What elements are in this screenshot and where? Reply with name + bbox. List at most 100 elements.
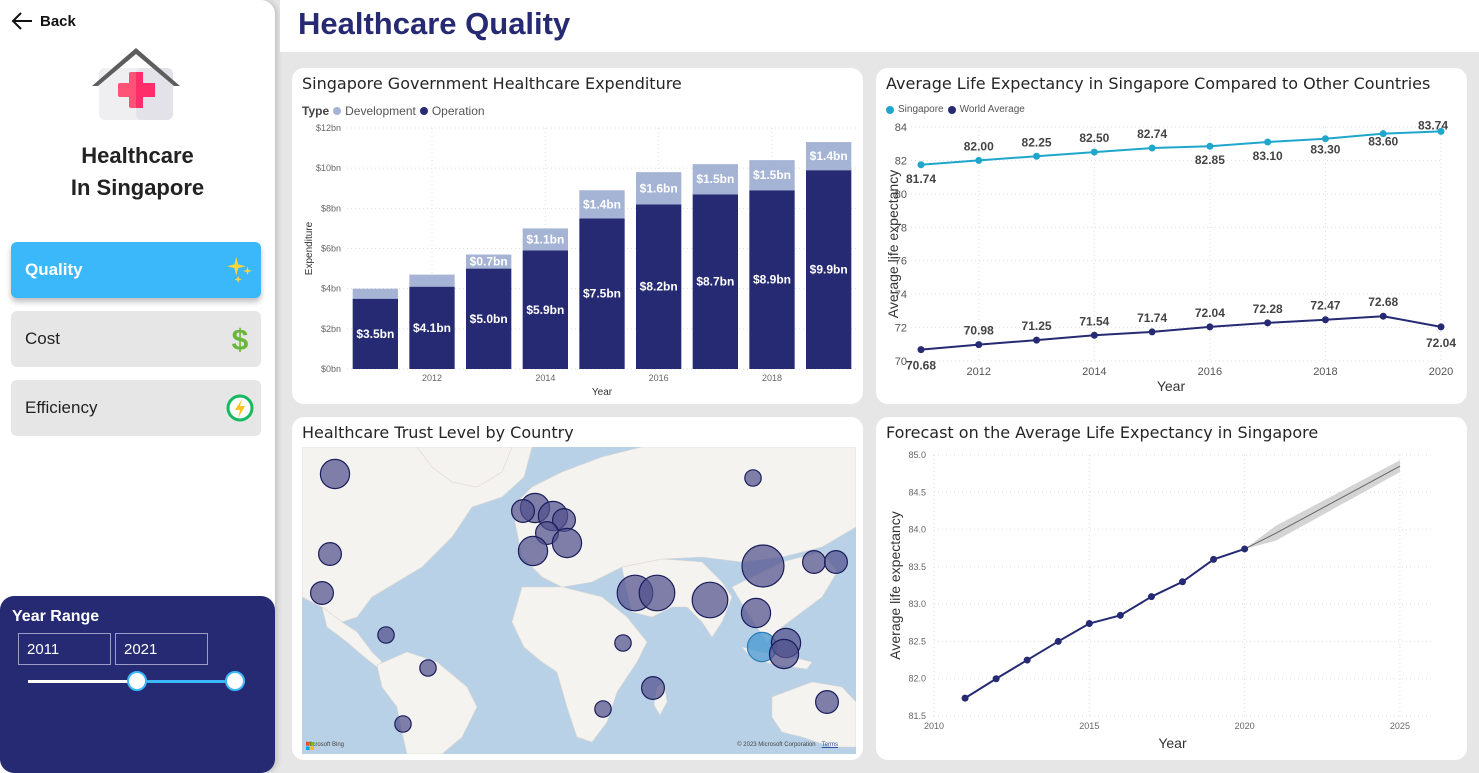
data-point [1054, 637, 1062, 645]
dollar-icon: $ [225, 324, 255, 355]
data-point [1379, 130, 1387, 138]
y-axis-title: Average life expectancy [887, 511, 903, 659]
nav-quality[interactable]: Quality [11, 242, 261, 298]
arrow-left-icon [11, 12, 32, 30]
data-point [1085, 620, 1093, 628]
forecast-line [1244, 465, 1401, 550]
bar-operation [466, 268, 512, 369]
y-tick-label: 84.5 [908, 487, 926, 497]
y-tick-label: 70 [895, 356, 907, 368]
actual-line [964, 548, 1245, 699]
forecast-card: Forecast on the Average Life Expectancy … [876, 417, 1467, 760]
legend-operation[interactable]: Operation [431, 104, 485, 118]
bubble-layer [310, 458, 848, 733]
data-label: 82.50 [1079, 131, 1109, 145]
land-africa [511, 586, 648, 743]
data-point [1148, 144, 1156, 152]
data-point [1090, 148, 1098, 156]
y-tick-label: 85.0 [908, 450, 926, 460]
legend-dot-singapore [886, 105, 894, 114]
x-tick-label: 2012 [422, 373, 442, 383]
x-tick-label: 2018 [762, 373, 782, 383]
data-point [917, 346, 925, 354]
x-axis-title: Year [592, 387, 613, 398]
bar-development [522, 228, 568, 251]
data-label: 72.28 [1253, 302, 1283, 316]
bar-label-operation: $5.0bn [470, 312, 508, 326]
data-point [1437, 323, 1445, 331]
data-point [1023, 656, 1031, 664]
data-point [975, 156, 983, 164]
bubble-brazil [419, 659, 437, 677]
bar-operation [806, 170, 852, 369]
data-point [975, 341, 983, 349]
x-tick-label: 2016 [1198, 366, 1222, 378]
bar-label-operation: $8.9bn [753, 273, 791, 287]
x-tick-label: 2020 [1235, 721, 1255, 731]
year-end-input[interactable]: 2021 [115, 633, 208, 665]
bar-development [579, 190, 625, 219]
bubble-south-korea [802, 549, 827, 574]
world-map[interactable]: Microsoft Bing © 2023 Microsoft Corporat… [302, 447, 856, 754]
map-canvas [302, 447, 856, 754]
bar-operation [522, 250, 568, 369]
y-tick-label: 84 [895, 122, 907, 134]
bubble-indonesia [768, 638, 800, 670]
series-line-world [920, 315, 1442, 351]
bubble-italy [551, 527, 583, 559]
bar-label-development: $0.7bn [470, 255, 508, 269]
terms-link[interactable]: Terms [821, 742, 838, 748]
trust-map-title: Healthcare Trust Level by Country [302, 423, 574, 442]
data-point [1206, 323, 1214, 331]
data-point [1437, 127, 1445, 135]
brand-line-1: Healthcare [81, 143, 194, 168]
data-label: 81.74 [906, 172, 936, 186]
year-slider-start-handle[interactable] [126, 671, 147, 691]
forecast-title: Forecast on the Average Life Expectancy … [886, 423, 1319, 442]
nav-efficiency[interactable]: Efficiency [11, 380, 261, 436]
energy-icon [225, 393, 255, 423]
bing-logo: Microsoft Bing [306, 742, 345, 750]
year-start-input[interactable]: 2011 [18, 633, 111, 665]
y-axis-title: Average life expectancy [885, 170, 901, 318]
nav-quality-label: Quality [25, 260, 83, 279]
svg-text:$: $ [232, 324, 249, 355]
x-tick-label: 2018 [1313, 366, 1337, 378]
bar-label-development: $1.5bn [696, 172, 734, 186]
data-label: 83.74 [1418, 118, 1448, 132]
back-label: Back [40, 12, 76, 30]
legend-world-average[interactable]: World Average [959, 104, 1025, 115]
brand-line-2: In Singapore [70, 175, 205, 200]
bar-label-development: $1.4bn [583, 197, 621, 211]
data-label: 82.00 [964, 139, 994, 153]
y-tick-label: $6bn [321, 244, 341, 254]
bing-label: Microsoft Bing [306, 742, 345, 748]
y-tick-label: 81.5 [908, 711, 926, 721]
data-label: 71.54 [1079, 314, 1109, 328]
nav-cost-label: Cost [25, 329, 60, 348]
data-label: 72.47 [1310, 299, 1340, 313]
bubble-kenya [641, 676, 666, 701]
legend-singapore[interactable]: Singapore [898, 104, 944, 115]
bar-label-development: $1.1bn [526, 232, 564, 246]
data-point [1148, 328, 1156, 336]
y-tick-label: 82.0 [908, 674, 926, 684]
back-button[interactable]: Back [10, 10, 76, 32]
bar-label-development: $1.4bn [810, 149, 848, 163]
legend-development[interactable]: Development [345, 104, 416, 118]
y-tick-label: 72 [895, 323, 907, 335]
legend-dot-operation [419, 107, 428, 115]
data-point [1321, 135, 1329, 143]
x-axis-title: Year [1157, 378, 1186, 394]
bubble-argentina [394, 715, 412, 733]
year-slider-end-handle[interactable] [225, 671, 246, 691]
nav-cost[interactable]: Cost $ [11, 311, 261, 367]
bubble-mexico [310, 581, 334, 606]
bar-operation [352, 298, 398, 369]
copyright-text: © 2023 Microsoft Corporation [737, 742, 816, 748]
series-line-singapore [920, 130, 1442, 166]
bubble-uae [638, 574, 676, 612]
data-point [992, 675, 1000, 683]
life-expectancy-chart: 70 72 74 76 78 80 82 84 2012 2014 2016 2018 2020 81.7… [885, 118, 1456, 394]
legend-title: Type [302, 104, 330, 118]
